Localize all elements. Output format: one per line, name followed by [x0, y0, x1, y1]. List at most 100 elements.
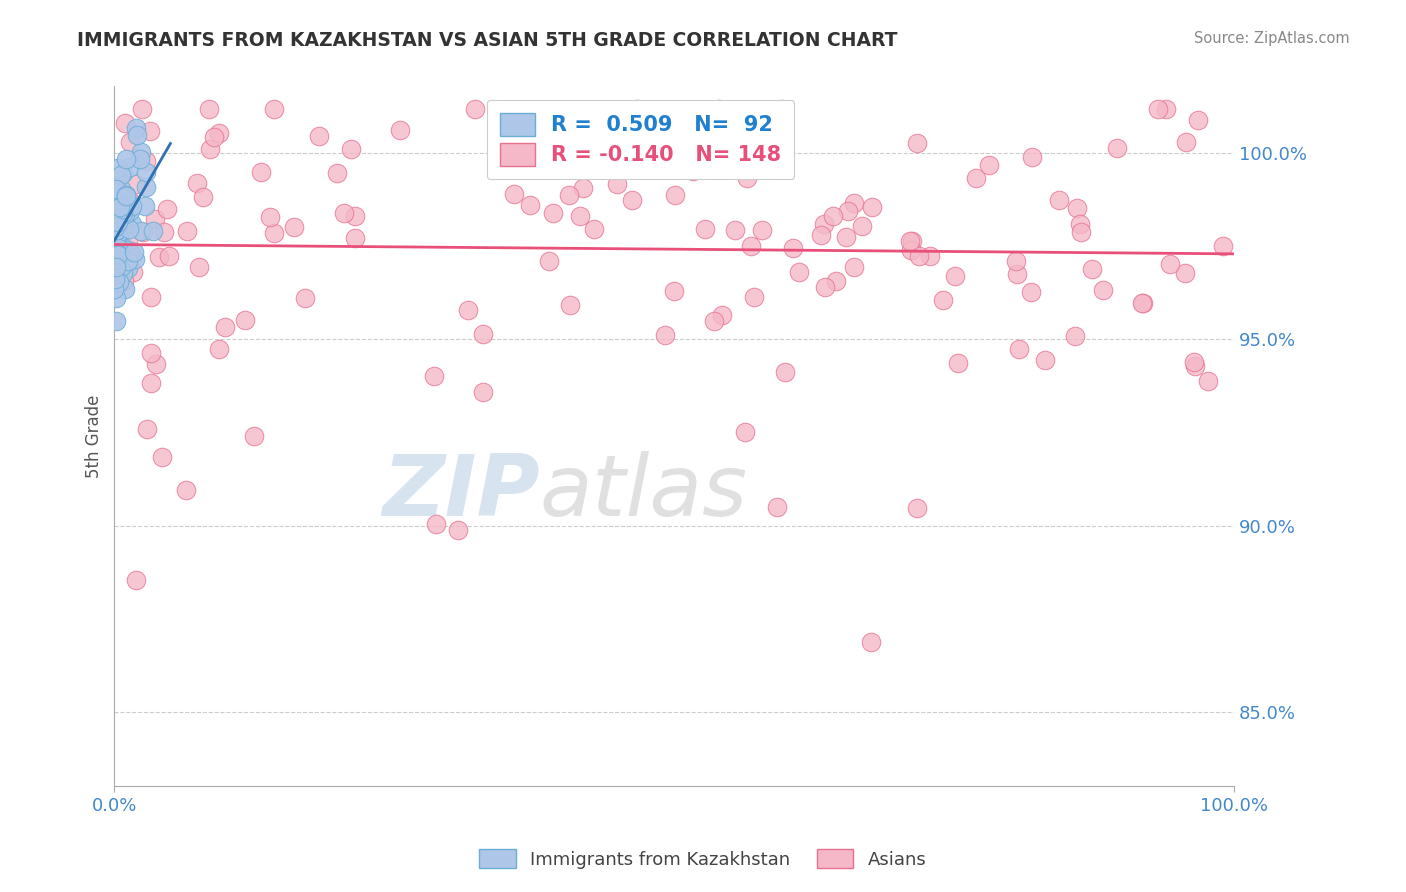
Point [263, 102, 285, 116]
Point [208, 343, 231, 357]
Point [105, 255, 128, 269]
Point [107, 226, 129, 240]
Point [104, 194, 127, 209]
Point [117, 254, 139, 268]
Point [1174, 266, 1197, 280]
Point [943, 268, 966, 283]
Point [108, 235, 131, 249]
Point [111, 219, 134, 233]
Point [325, 166, 347, 180]
Point [1064, 328, 1087, 343]
Point [105, 253, 128, 268]
Point [1184, 359, 1206, 373]
Point [235, 312, 257, 326]
Point [107, 208, 129, 222]
Point [965, 171, 987, 186]
Point [1070, 225, 1092, 239]
Point [423, 369, 446, 384]
Point [107, 211, 129, 226]
Point [1092, 283, 1115, 297]
Point [714, 158, 737, 172]
Point [626, 102, 648, 116]
Point [1008, 342, 1031, 356]
Point [114, 189, 136, 203]
Point [135, 154, 157, 169]
Point [104, 271, 127, 285]
Point [105, 243, 128, 257]
Point [111, 199, 134, 213]
Point [108, 275, 131, 289]
Point [472, 384, 495, 399]
Point [118, 197, 141, 211]
Point [553, 145, 575, 159]
Point [128, 152, 150, 166]
Point [105, 231, 128, 245]
Point [174, 483, 197, 497]
Point [709, 102, 731, 116]
Point [110, 182, 132, 196]
Point [519, 198, 541, 212]
Point [105, 182, 128, 196]
Point [104, 252, 127, 267]
Point [737, 171, 759, 186]
Point [135, 422, 157, 436]
Point [724, 223, 747, 237]
Point [107, 248, 129, 262]
Point [104, 235, 127, 250]
Point [332, 206, 354, 220]
Point [207, 126, 229, 140]
Point [118, 193, 141, 207]
Point [112, 274, 135, 288]
Point [770, 102, 793, 116]
Point [197, 102, 219, 116]
Point [343, 231, 366, 245]
Point [1132, 296, 1154, 310]
Point [186, 176, 208, 190]
Point [153, 225, 176, 239]
Point [107, 161, 129, 176]
Point [572, 180, 595, 194]
Point [107, 194, 129, 208]
Point [122, 245, 145, 260]
Point [1182, 355, 1205, 369]
Point [294, 291, 316, 305]
Point [107, 248, 129, 262]
Point [117, 243, 139, 257]
Point [447, 523, 470, 537]
Point [1047, 193, 1070, 207]
Point [131, 102, 153, 116]
Point [583, 222, 606, 236]
Point [110, 260, 132, 274]
Point [810, 228, 832, 243]
Point [104, 200, 127, 214]
Point [115, 188, 138, 202]
Point [110, 211, 132, 226]
Point [593, 149, 616, 163]
Point [1021, 150, 1043, 164]
Point [1187, 113, 1209, 128]
Point [157, 249, 180, 263]
Point [1033, 353, 1056, 368]
Point [143, 211, 166, 226]
Point [695, 222, 717, 236]
Point [104, 260, 127, 274]
Point [104, 226, 127, 240]
Point [388, 122, 411, 136]
Point [1159, 257, 1181, 271]
Point [308, 128, 330, 143]
Point [541, 113, 564, 128]
Point [654, 328, 676, 343]
Point [105, 244, 128, 259]
Point [1174, 135, 1197, 149]
Point [1154, 102, 1177, 116]
Point [1105, 141, 1128, 155]
Point [134, 198, 156, 212]
Point [775, 366, 797, 380]
Point [114, 116, 136, 130]
Y-axis label: 5th Grade: 5th Grade [86, 394, 103, 478]
Point [692, 151, 714, 165]
Point [1081, 262, 1104, 277]
Point [496, 106, 519, 120]
Point [662, 284, 685, 298]
Point [145, 357, 167, 371]
